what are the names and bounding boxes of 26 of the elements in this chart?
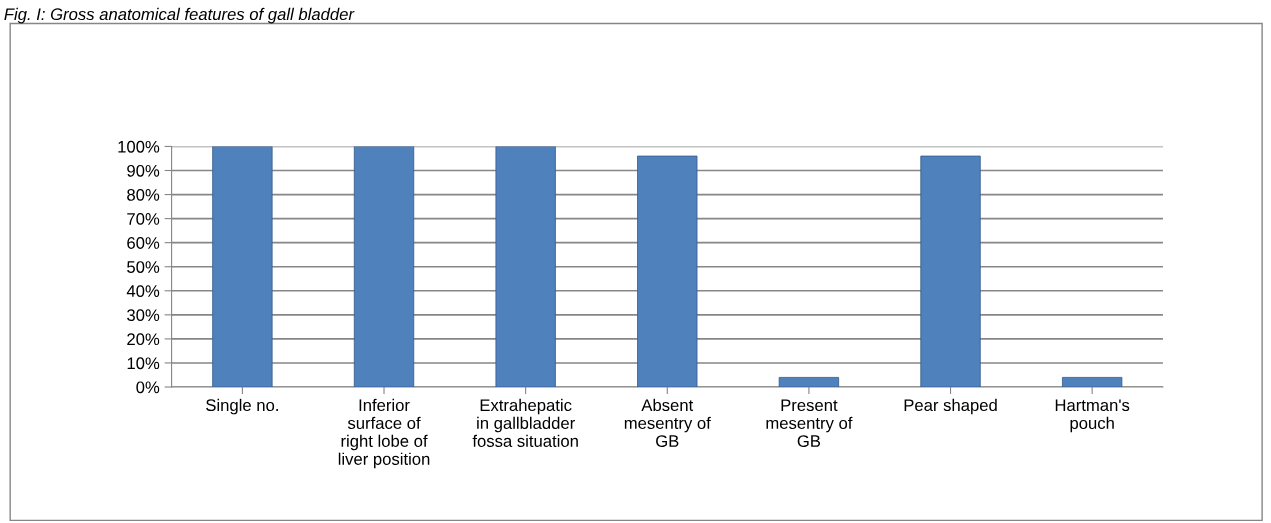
x-tick-label: Inferior surface of right lobe of liver position	[338, 398, 430, 469]
y-tick-label: 80%	[127, 188, 160, 201]
y-tick-label: 0%	[136, 381, 160, 394]
x-tick-label: Present mesentry of GB	[766, 399, 853, 447]
y-tick-label: 90%	[127, 164, 160, 177]
bar	[920, 155, 981, 388]
bar	[778, 376, 840, 388]
x-tick-label: Extrahepatic in gallbladder fossa situation	[472, 398, 578, 447]
bar	[212, 146, 273, 388]
y-tick-label: 30%	[127, 309, 160, 322]
x-tick-label: Absent mesentry of GB	[624, 398, 711, 447]
y-tick-label: 20%	[127, 333, 160, 346]
y-tick-label: 40%	[126, 285, 160, 297]
x-tick-label: Hartman's pouch	[1055, 399, 1130, 433]
x-tick-label: Pear shaped	[904, 398, 997, 415]
y-tick-label: 50%	[127, 261, 160, 273]
bar	[353, 146, 415, 388]
chart-title: Fig. I: Gross anatomical features of gall bladder	[4, 7, 355, 24]
y-tick-label: 70%	[127, 213, 160, 225]
bar	[637, 155, 698, 388]
y-tick-label: 60%	[127, 237, 160, 249]
y-tick-label: 100%	[118, 140, 160, 153]
bar	[1061, 376, 1123, 388]
y-tick-label: 10%	[127, 357, 160, 370]
bar	[495, 146, 556, 388]
x-tick-label: Single no.	[206, 398, 278, 415]
